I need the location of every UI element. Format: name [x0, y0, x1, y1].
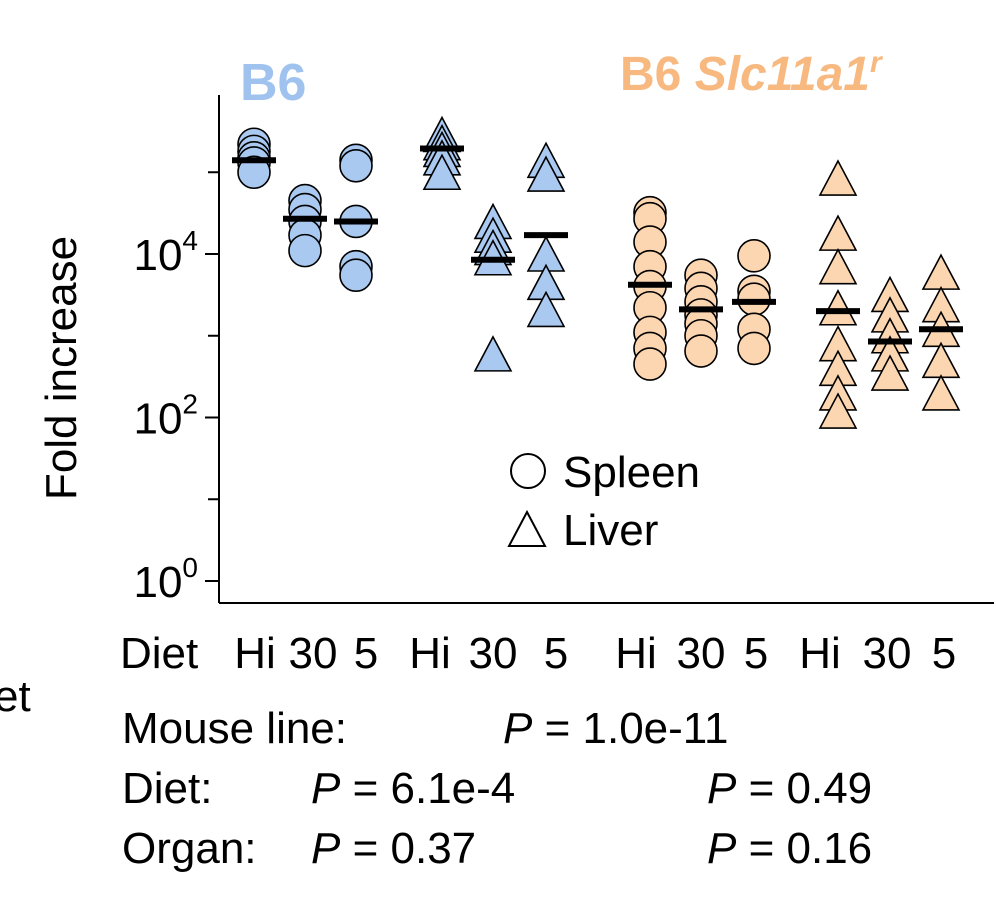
liver-point [473, 335, 513, 372]
stat-row-label: Mouse line: [122, 704, 348, 753]
p-value-b6: P = 1.0e-11 [503, 704, 729, 753]
spleen-point [633, 347, 667, 381]
stat-row-label: Organ: [122, 824, 257, 873]
liver-point [526, 290, 566, 328]
y-tick-label: 100 [133, 552, 198, 607]
p-value-slc11a1r: P = 0.49 [707, 764, 873, 813]
spleen-point [339, 148, 373, 183]
x-tick-label: 30 [469, 629, 518, 678]
liver-point [818, 392, 858, 429]
x-tick-label: 30 [289, 629, 338, 678]
stat-row-label: Diet: [122, 764, 213, 813]
x-tick-label: Hi [409, 629, 451, 678]
y-tick-label: 104 [133, 225, 198, 280]
legend-spleen-marker [510, 453, 546, 489]
x-tick-label: 30 [863, 629, 912, 678]
liver-point [818, 214, 858, 251]
x-tick-label: 5 [932, 629, 956, 678]
liver-point [921, 253, 961, 290]
legend-liver-marker [507, 509, 547, 547]
y-axis-label: Fold increase [37, 236, 86, 500]
spleen-point [237, 155, 271, 190]
legend-liver-label: Liver [563, 506, 658, 555]
y-tick-label: 102 [133, 389, 198, 444]
x-tick-label: Hi [799, 629, 841, 678]
liver-point [870, 354, 910, 391]
x-tick-label: 5 [544, 629, 568, 678]
group-title-b6-slc11a1r: B6 Slc11a1r [620, 46, 884, 101]
p-value-b6: P = 0.37 [311, 824, 477, 873]
legend: Spleen Liver [507, 448, 700, 555]
x-tick-label: 5 [354, 629, 378, 678]
liver-point [921, 374, 961, 411]
x-tick-label: 30 [677, 629, 726, 678]
spleen-point [339, 258, 373, 293]
group-title-b6: B6 [240, 54, 306, 112]
legend-spleen-label: Spleen [563, 448, 700, 497]
liver-point [818, 247, 858, 285]
liver-point [818, 159, 858, 196]
spleen-point [737, 331, 771, 366]
p-value-b6: P = 6.1e-4 [311, 764, 516, 813]
liver-point [921, 341, 961, 379]
spleen-point [288, 233, 322, 268]
x-tick-label: Hi [234, 629, 276, 678]
spleen-point [684, 334, 718, 368]
x-tick-label: 5 [744, 629, 768, 678]
x-axis-title: Diet [120, 629, 198, 678]
liver-point [526, 155, 566, 192]
p-value-slc11a1r: P = 0.16 [707, 824, 873, 873]
liver-point [818, 289, 858, 326]
liver-point [422, 153, 462, 191]
x-tick-label: Hi [615, 629, 657, 678]
partial-label: et [0, 672, 31, 721]
spleen-point [737, 239, 771, 273]
